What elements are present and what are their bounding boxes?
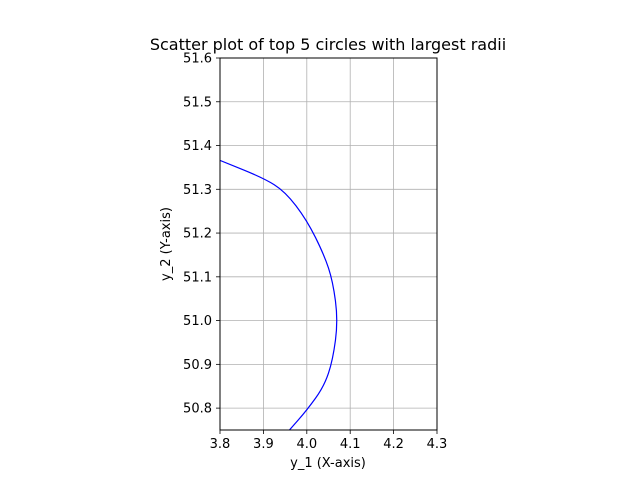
x-tick-label: 4.1 xyxy=(340,437,361,452)
y-tick-label: 51.3 xyxy=(183,183,212,198)
x-axis-label: y_1 (X-axis) xyxy=(290,456,366,471)
y-tick-label: 50.8 xyxy=(183,402,212,417)
x-tick-label: 3.9 xyxy=(253,437,274,452)
plot-series xyxy=(220,159,338,430)
x-tick-label: 4.2 xyxy=(383,437,404,452)
y-ticks: 50.8 50.9 51.0 51.1 51.2 51.3 51.4 51.5 51.6 xyxy=(183,52,220,417)
y-tick-label: 51.0 xyxy=(183,314,212,329)
x-ticks: 3.8 3.9 4.0 4.1 4.2 4.3 xyxy=(210,430,448,452)
y-tick-label: 51.2 xyxy=(183,227,212,242)
plot-frame xyxy=(219,57,438,431)
x-tick-label: 4.0 xyxy=(296,437,317,452)
y-tick-label: 50.9 xyxy=(183,358,212,373)
chart-title: Scatter plot of top 5 circles with large… xyxy=(150,35,506,54)
y-tick-label: 51.6 xyxy=(183,52,212,67)
x-tick-label: 3.8 xyxy=(210,437,231,452)
y-tick-label: 51.1 xyxy=(183,270,212,285)
circle-arc xyxy=(220,159,338,430)
y-tick-label: 51.4 xyxy=(183,139,212,154)
x-tick-label: 4.3 xyxy=(427,437,448,452)
y-axis-label: y_2 (Y-axis) xyxy=(159,207,174,281)
y-tick-label: 51.5 xyxy=(183,95,212,110)
